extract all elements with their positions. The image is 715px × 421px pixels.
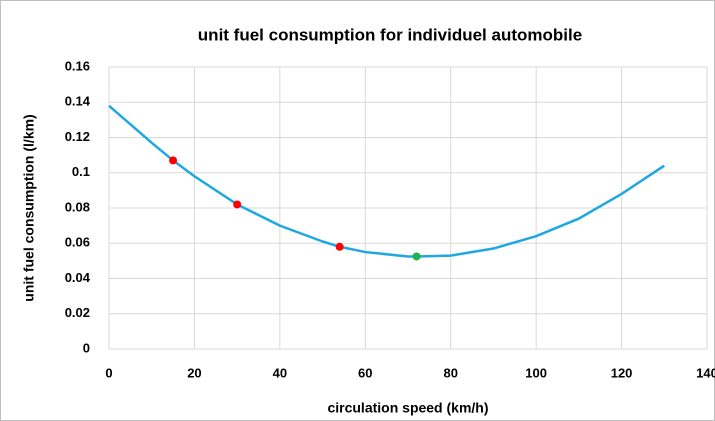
x-tick-label: 20: [187, 365, 201, 380]
chart-title: unit fuel consumption for individuel aut…: [198, 25, 582, 44]
x-tick-label: 60: [358, 365, 372, 380]
y-tick-label: 0.1: [72, 164, 90, 179]
y-tick-label: 0.02: [65, 305, 90, 320]
y-tick-label: 0.12: [65, 129, 90, 144]
point: [169, 156, 178, 165]
x-tick-label: 120: [611, 365, 633, 380]
x-tick-label: 80: [443, 365, 457, 380]
y-tick-label: 0.08: [65, 199, 90, 214]
line-series: [108, 104, 665, 258]
x-tick-label: 40: [273, 365, 287, 380]
y-axis-label: unit fuel consumption (l/km): [21, 114, 37, 301]
point: [412, 252, 421, 261]
y-tick-label: 0.14: [65, 94, 91, 109]
y-tick-label: 0.04: [65, 270, 91, 285]
y-tick-label: 0.06: [65, 235, 90, 250]
x-axis-label: circulation speed (km/h): [327, 400, 488, 416]
point: [233, 200, 242, 209]
x-tick-label: 100: [525, 365, 547, 380]
y-tick-label: 0.16: [65, 58, 90, 73]
x-tick-label: 140: [696, 365, 715, 380]
x-tick-label: 0: [105, 365, 112, 380]
y-tick-label: 0: [83, 340, 90, 355]
point: [335, 242, 344, 251]
